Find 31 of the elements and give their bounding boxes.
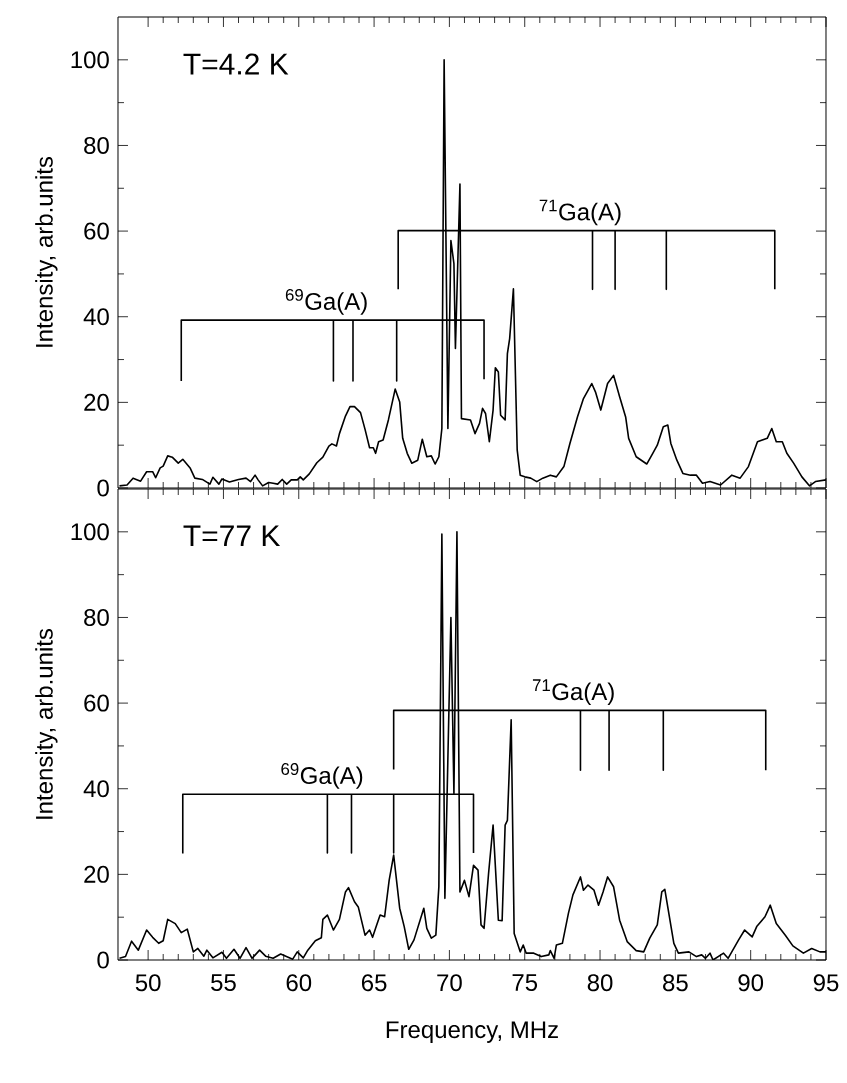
- y-tick-label: 60: [84, 222, 109, 240]
- x-axis-title: Frequency, MHz: [386, 1021, 558, 1043]
- y-tick-label: 80: [84, 608, 109, 626]
- x-tick-label: 85: [663, 974, 688, 992]
- annotation: $^{71}$Ga(A): [539, 199, 621, 226]
- y-tick-label: 20: [84, 865, 109, 883]
- x-tick-label: 70: [437, 974, 462, 992]
- y-tick-label: 0: [97, 479, 109, 497]
- x-tick-label: 90: [738, 974, 764, 992]
- annotation: T=77 K: [183, 525, 281, 547]
- annotation: $^{69}$Ga(A): [285, 288, 367, 315]
- annotation: $^{69}$Ga(A): [281, 763, 363, 789]
- x-tick-label: 65: [361, 974, 387, 992]
- y-tick-label: 20: [84, 393, 109, 411]
- y-axis-title: Intensity, arb.units: [35, 628, 58, 819]
- x-tick-label: 55: [211, 974, 236, 991]
- x-tick-label: 50: [135, 974, 161, 992]
- y-tick-label: 40: [83, 308, 109, 326]
- annotation: T=4.2 K: [183, 53, 289, 75]
- x-tick-label: 95: [813, 974, 839, 992]
- y-tick-label: 0: [97, 951, 109, 969]
- annotation: $^{71}$Ga(A): [532, 679, 614, 705]
- y-tick-label: 80: [84, 136, 109, 154]
- y-tick-label: 40: [83, 780, 109, 798]
- y-axis-title: Intensity, arb.units: [35, 156, 58, 347]
- y-tick-label: 60: [84, 694, 109, 712]
- y-tick-label: 100: [71, 51, 109, 69]
- x-tick-label: 60: [286, 974, 312, 992]
- x-tick-label: 75: [512, 974, 538, 991]
- x-tick-label: 80: [587, 974, 613, 992]
- y-tick-label: 100: [71, 523, 109, 541]
